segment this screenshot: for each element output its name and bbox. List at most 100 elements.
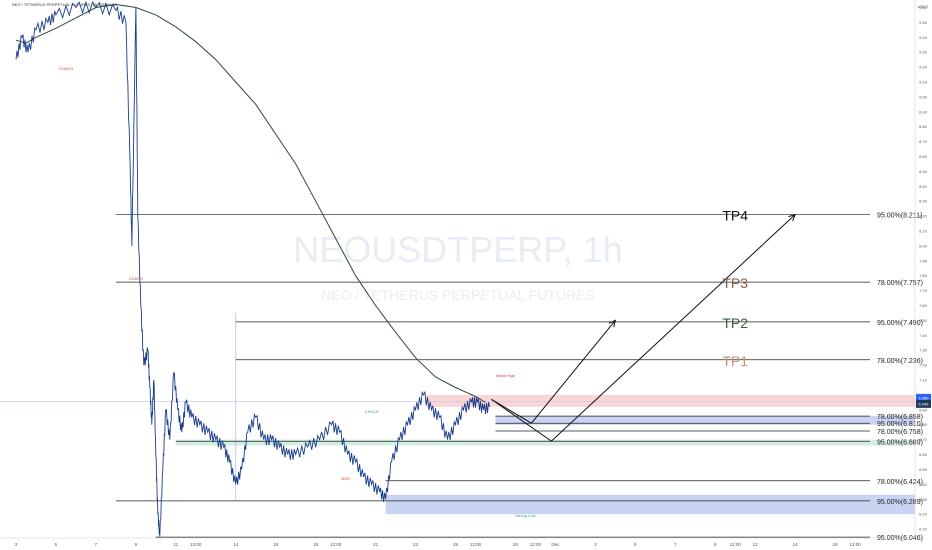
- x-tick-label: 23: [413, 542, 419, 547]
- y-tick-label: 8.40: [919, 184, 928, 189]
- price-badge: [916, 393, 931, 402]
- projection-path: [491, 214, 796, 442]
- y-tick-label: 7.40: [919, 333, 928, 338]
- y-tick-label: 6.60: [919, 452, 928, 457]
- price-badge-label: 6.945: [918, 401, 929, 406]
- x-tick-label: 18: [313, 542, 319, 547]
- y-tick-label: 6.30: [919, 497, 928, 502]
- fib-level-label: 78.00%(6.758): [877, 429, 923, 436]
- target-label: TP4: [722, 207, 748, 223]
- y-tick-label: 8.80: [919, 124, 928, 129]
- x-tick-label: 9: [714, 542, 717, 547]
- fib-level-label: 95.00%(6.289): [877, 499, 923, 506]
- fib-level-label: 95.00%(7.490): [877, 320, 923, 327]
- y-tick-label: 8.30: [919, 199, 928, 204]
- y-tick-label: 7.80: [919, 273, 928, 278]
- y-tick-label: 8.60: [919, 154, 928, 159]
- chart-header: NEO / TETHERUS PERPETUAL FUTURES, 1h, BI…: [12, 2, 117, 7]
- y-tick-label: 8.20: [919, 214, 928, 219]
- y-tick-label: 8.00: [919, 243, 928, 248]
- y-tick-label: 7.70: [919, 288, 928, 293]
- moving-average-line: [15, 3, 486, 403]
- x-tick-label: 12:00: [330, 542, 342, 547]
- target-label: TP2: [722, 315, 748, 331]
- y-tick-label: 9.20: [919, 65, 928, 70]
- x-tick-label: 3: [594, 542, 597, 547]
- fib-level-label: 95.00%(6.689): [877, 439, 923, 446]
- fib-level-label: 78.00%(6.424): [877, 479, 923, 486]
- x-tick-label: 14: [793, 542, 799, 547]
- x-tick-label: 12:00: [849, 542, 861, 547]
- x-tick-label: 28: [513, 542, 519, 547]
- fib-level-label: 78.00%(7.236): [877, 358, 923, 365]
- zone-demand-1: [495, 415, 915, 425]
- x-tick-label: 12:00: [190, 542, 202, 547]
- price-badge: [916, 399, 931, 408]
- x-tick-label: 12:00: [470, 542, 482, 547]
- watermark-symbol: NEOUSDTPERP, 1h: [293, 229, 622, 270]
- x-tick-label: 5: [55, 542, 58, 547]
- x-tick-label: 16: [273, 542, 279, 547]
- fib-level-label: 95.00%(8.211): [877, 212, 922, 219]
- structure-annotation: Strong Low: [515, 513, 535, 518]
- x-tick-label: 7: [674, 542, 677, 547]
- projection-arrowhead: [788, 213, 796, 222]
- y-tick-label: 9.00: [919, 94, 928, 99]
- zone-supply: [425, 394, 915, 407]
- y-tick-label: 7.30: [919, 348, 928, 353]
- y-tick-label: 6.40: [919, 482, 928, 487]
- target-label: TP1: [722, 353, 748, 369]
- x-tick-label: 12: [753, 542, 759, 547]
- y-tick-label: 9.10: [919, 79, 928, 84]
- y-tick-label: 9.60: [919, 5, 928, 10]
- currency-label: USDT: [918, 4, 929, 9]
- x-tick-label: 5: [634, 542, 637, 547]
- x-tick-label: 12:00: [730, 542, 742, 547]
- y-tick-label: 6.50: [919, 467, 928, 472]
- x-tick-label: 11: [173, 542, 178, 547]
- y-tick-label: 7.50: [919, 318, 928, 323]
- x-tick-label: 25: [453, 542, 459, 547]
- watermark-name: NEO / TETHERUS PERPETUAL FUTURES: [321, 287, 595, 303]
- y-tick-label: 8.10: [919, 228, 928, 233]
- zone-demand-3: [385, 494, 915, 515]
- y-tick-label: 7.60: [919, 303, 928, 308]
- y-tick-label: 6.90: [919, 407, 928, 412]
- x-tick-label: 21: [373, 542, 379, 547]
- projection-path: [491, 320, 616, 424]
- y-tick-label: 9.50: [919, 20, 928, 25]
- y-tick-label: 6.70: [919, 437, 928, 442]
- structure-annotation: BOS: [341, 476, 350, 481]
- projection-arrowhead: [608, 319, 617, 328]
- x-tick-label: Dec: [551, 542, 560, 547]
- x-tick-label: 16: [833, 542, 839, 547]
- price-line: [15, 0, 490, 537]
- y-tick-label: 7.10: [919, 378, 928, 383]
- y-tick-label: 6.80: [919, 422, 928, 427]
- y-tick-label: 8.50: [919, 169, 928, 174]
- y-tick-label: 6.10: [919, 527, 928, 532]
- y-tick-label: 8.70: [919, 139, 928, 144]
- fib-level-label: 95.00%(6.046): [877, 535, 923, 542]
- x-tick-label: 9: [135, 542, 138, 547]
- x-tick-label: 7: [95, 542, 98, 547]
- fib-level-label: 78.00%(6.858): [877, 414, 923, 421]
- symbol-line: NEO / TETHERUS PERPETUAL FUTURES, 1h, BI…: [12, 2, 117, 7]
- y-tick-label: 7.20: [919, 363, 928, 368]
- y-tick-label: 8.90: [919, 109, 928, 114]
- structure-annotation: CHoCH: [59, 66, 73, 71]
- fib-level-label: 78.00%(7.757): [877, 280, 923, 287]
- structure-annotation: CHoCH: [365, 409, 379, 414]
- zone-demand-2: [175, 439, 915, 446]
- structure-annotation: Weak High: [496, 373, 516, 378]
- price-badge-label: 6.980: [918, 396, 929, 401]
- target-label: TP3: [722, 275, 748, 291]
- fib-level-label: 95.00%(6.810): [877, 421, 923, 428]
- x-tick-label: 14: [233, 542, 239, 547]
- y-tick-label: 9.30: [919, 50, 928, 55]
- y-tick-label: 6.20: [919, 512, 928, 517]
- x-tick-label: 12:00: [530, 542, 542, 547]
